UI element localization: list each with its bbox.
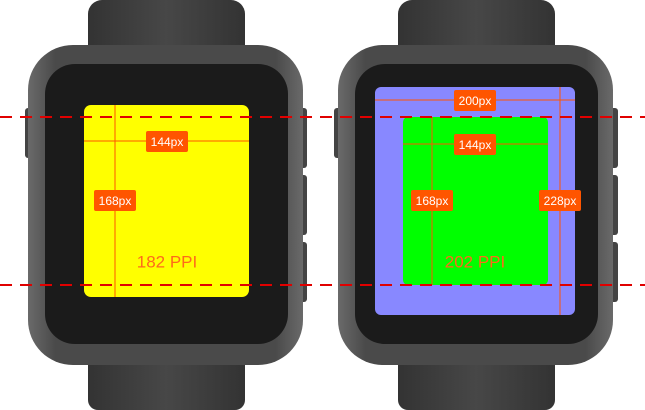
outer-width-label-text: 200px: [459, 94, 492, 108]
inner-height-label-text: 168px: [416, 194, 449, 208]
right-watch: 200px 144px 168px 228px 202 PPI: [334, 0, 618, 410]
height-label-text: 168px: [99, 194, 132, 208]
height-label-168: 168px: [94, 190, 136, 211]
ppi-label: 182 PPI: [137, 253, 198, 272]
width-label-text: 144px: [151, 135, 184, 149]
height-label-228: 228px: [539, 190, 581, 211]
outer-height-label-text: 228px: [544, 194, 577, 208]
ppi-label: 202 PPI: [445, 253, 506, 272]
screen-202ppi: [403, 117, 548, 285]
width-label-144: 144px: [146, 131, 188, 152]
screen-182ppi: [84, 105, 249, 297]
inner-width-label-text: 144px: [459, 138, 492, 152]
width-label-144: 144px: [454, 134, 496, 155]
height-label-168: 168px: [411, 190, 453, 211]
left-watch: 144px 168px 182 PPI: [25, 0, 307, 410]
width-label-200: 200px: [454, 90, 496, 111]
